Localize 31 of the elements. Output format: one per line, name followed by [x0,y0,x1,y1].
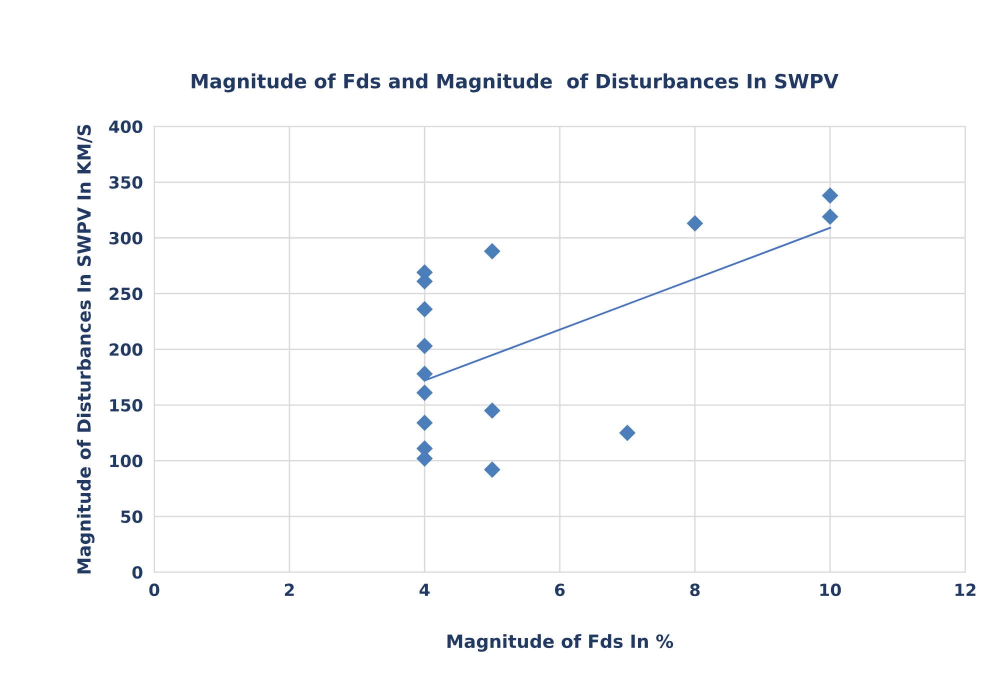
x-tick-label: 12 [956,584,976,596]
y-tick-label: 200 [110,343,142,356]
y-tick-label: 300 [110,232,142,244]
y-tick-label: 0 [132,566,142,579]
y-axis-title: Magnitude of Disturbances In SWPV In KM/S [76,124,94,574]
x-tick-label: 8 [690,584,700,596]
x-tick-label: 6 [555,584,565,596]
point [822,187,838,204]
chart-title: Magnitude of Fds and Magnitude of Disturbances In SWPV [192,73,838,92]
y-tick-label: 50 [121,510,142,524]
x-tick-label: 4 [420,584,430,596]
point [416,384,433,401]
point [686,215,704,232]
x-axis-title: Magnitude of Fds In % [448,634,674,652]
y-tick-label: 400 [109,120,142,134]
point [484,461,500,478]
point [822,208,838,225]
x-tick-label: 2 [284,584,294,596]
y-tick-label: 350 [110,176,142,189]
y-tick-label: 250 [110,288,142,300]
y-tick-label: 150 [110,398,142,412]
point [416,414,433,432]
y-tick-label: 100 [110,454,142,468]
x-tick-label: 0 [149,584,160,596]
point [416,338,433,354]
point [484,243,500,260]
point [619,424,636,442]
point [484,402,500,419]
point [416,366,433,382]
x-tick-label: 10 [820,584,841,596]
point [416,300,433,318]
